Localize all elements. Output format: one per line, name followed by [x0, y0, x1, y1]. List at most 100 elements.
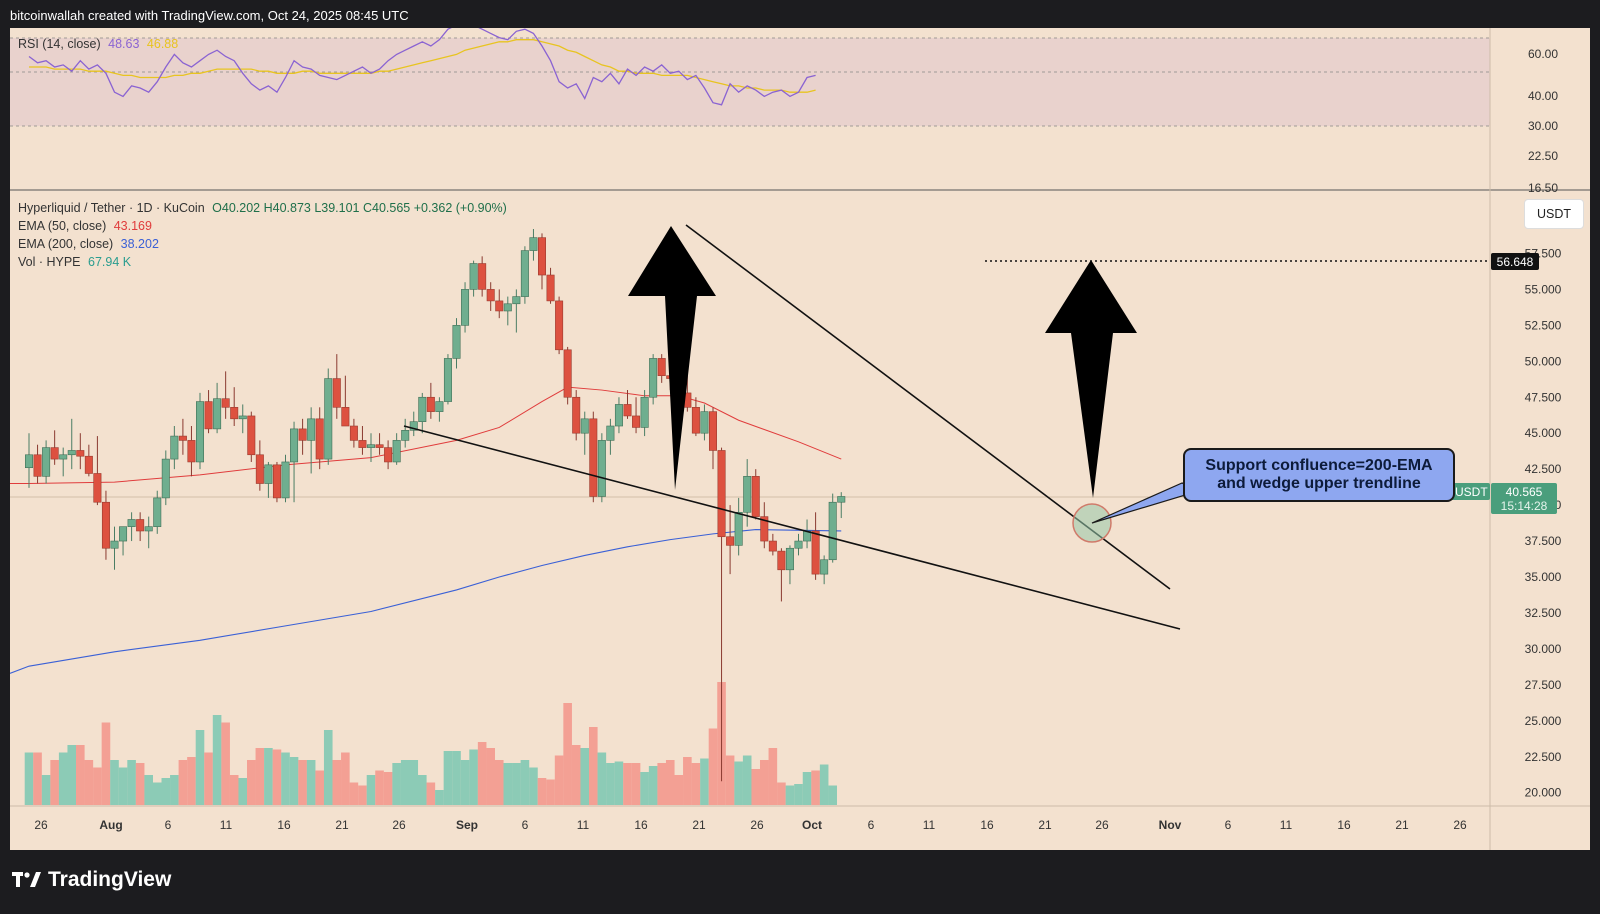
candle-body — [469, 263, 478, 290]
candle-body — [42, 447, 51, 477]
volume-bar — [264, 748, 273, 805]
candle-body — [230, 407, 239, 420]
volume-bar — [777, 782, 786, 805]
candle-body — [255, 454, 264, 484]
volume-bar — [170, 775, 179, 805]
volume-bar — [665, 760, 675, 805]
time-tick-label: 26 — [1453, 818, 1467, 832]
time-tick-label: 21 — [692, 818, 706, 832]
volume-bar — [418, 775, 427, 805]
volume-bar — [700, 758, 709, 805]
candle-body — [785, 547, 794, 571]
ema200-value: 38.202 — [120, 237, 159, 251]
candle-body — [760, 516, 769, 542]
volume-bar — [110, 760, 119, 805]
volume-bar — [93, 767, 102, 805]
candle-body — [358, 440, 367, 448]
volume-bar — [366, 775, 376, 805]
candle-body — [503, 303, 512, 312]
volume-bar — [101, 722, 111, 805]
candle-body — [589, 418, 598, 497]
candle-body — [178, 435, 187, 441]
candle-body — [161, 458, 170, 499]
volume-bar — [811, 770, 820, 805]
candle-body — [478, 263, 487, 290]
volume-bar — [614, 761, 624, 805]
candle-body — [67, 450, 76, 456]
candle-body — [606, 425, 615, 441]
chart-attribution: bitcoinwallah created with TradingView.c… — [10, 8, 409, 23]
candle-body — [127, 519, 136, 527]
volume-bar — [76, 745, 85, 805]
candle-body — [290, 428, 299, 463]
rsi-legend-name: RSI (14, close) — [18, 37, 101, 51]
rsi-tick-label: 60.00 — [1528, 47, 1558, 61]
volume-bar — [460, 760, 470, 805]
candle-body — [50, 447, 59, 460]
time-tick-label: 21 — [335, 818, 349, 832]
price-tick-label: 22.500 — [1525, 750, 1562, 764]
time-tick-label: Aug — [99, 818, 122, 832]
volume-bar — [247, 760, 256, 805]
volume-bar — [734, 761, 743, 805]
volume-bar — [751, 769, 761, 805]
ema50-label: EMA (50, close) — [18, 219, 107, 233]
candle-body — [33, 454, 42, 477]
ema50-line — [10, 386, 842, 485]
candle-body — [272, 464, 281, 499]
rsi-band — [10, 38, 1490, 126]
price-chart[interactable]: 60.0040.0030.0022.5016.5057.50055.00052.… — [10, 28, 1590, 850]
candle-body — [512, 296, 521, 305]
ema200-label: EMA (200, close) — [18, 237, 114, 251]
currency-button[interactable]: USDT — [1524, 199, 1584, 229]
volume-bar — [152, 782, 162, 805]
candle-body — [700, 411, 709, 434]
rsi-tick-label: 40.00 — [1528, 89, 1558, 103]
candle-body — [546, 274, 555, 302]
volume-bar — [118, 767, 128, 805]
candle-body — [59, 454, 68, 460]
volume-bar — [606, 763, 615, 805]
volume-bar — [503, 763, 513, 805]
candle-body — [187, 440, 196, 463]
candle-body — [640, 396, 649, 428]
candle-body — [743, 476, 752, 513]
volume-bar — [443, 751, 453, 805]
volume-bar — [785, 785, 795, 805]
volume-bar — [537, 778, 547, 805]
volume-bar — [657, 763, 666, 805]
candle-body — [93, 473, 102, 503]
candle-body — [649, 358, 658, 398]
candle-body — [204, 401, 213, 430]
rsi-legend-value: 48.63 — [108, 37, 140, 51]
rsi-tick-label: 22.50 — [1528, 149, 1558, 163]
volume-bar — [571, 745, 581, 805]
candle-body — [76, 450, 85, 457]
ohlc-values: O40.202 H40.873 L39.101 C40.565 +0.362 (… — [212, 201, 507, 215]
rsi-line — [28, 28, 816, 106]
volume-bar — [358, 785, 367, 805]
volume-bar — [494, 760, 504, 805]
time-tick-label: Sep — [456, 818, 478, 832]
symbol-title: Hyperliquid / Tether · 1D · KuCoin — [18, 201, 205, 215]
price-tick-label: 47.500 — [1525, 390, 1562, 404]
candle-body — [196, 401, 205, 463]
candle-body — [349, 425, 358, 441]
candle-body — [520, 250, 529, 297]
candle-body — [401, 430, 410, 441]
volume-bar — [529, 767, 538, 805]
candle-body — [529, 237, 538, 251]
volume-bar — [178, 760, 188, 805]
price-tick-label: 55.000 — [1525, 282, 1562, 296]
target-arrow — [1045, 260, 1137, 498]
candle-body — [768, 540, 777, 552]
time-tick-label: 16 — [1337, 818, 1351, 832]
candle-body — [366, 444, 375, 448]
callout-line-2: and wedge upper trendline — [1217, 475, 1421, 492]
time-tick-label: 11 — [577, 818, 590, 832]
candle-body — [734, 511, 743, 546]
volume-bar — [323, 730, 333, 805]
price-tick-label: 50.000 — [1525, 354, 1562, 368]
price-tick-label: 37.500 — [1525, 534, 1562, 548]
candle-body — [794, 540, 803, 549]
